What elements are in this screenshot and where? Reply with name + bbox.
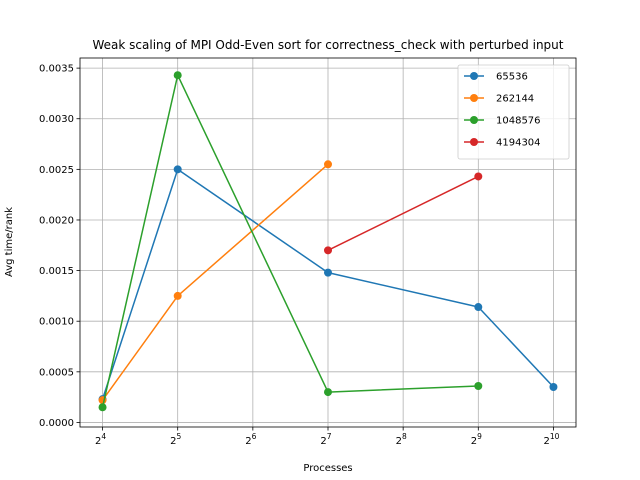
- data-point: [324, 160, 332, 169]
- series-4194304: [324, 172, 483, 255]
- series-262144: [98, 160, 332, 405]
- data-point: [474, 382, 483, 390]
- y-tick-label: 0.0030: [39, 114, 74, 125]
- x-tick-label: 29: [471, 432, 482, 447]
- legend-label: 4194304: [496, 138, 541, 149]
- x-tick-label: 27: [320, 432, 331, 447]
- legend-marker: [470, 138, 478, 146]
- y-tick-label: 0.0000: [39, 418, 74, 429]
- y-tick-label: 0.0025: [39, 165, 74, 176]
- data-point: [173, 165, 182, 174]
- y-tick-label: 0.0005: [39, 367, 74, 378]
- legend: 65536 262144 1048576 4194304: [457, 64, 570, 160]
- y-tick-label: 0.0035: [39, 64, 74, 75]
- y-axis-label: Avg time/rank: [4, 207, 15, 277]
- data-point: [98, 403, 107, 412]
- series-line: [101, 74, 479, 408]
- chart-title: Weak scaling of MPI Odd-Even sort for co…: [93, 38, 564, 52]
- plot-series: [98, 71, 558, 412]
- x-tick-label: 28: [396, 432, 407, 447]
- data-point: [324, 388, 332, 397]
- y-tick-label: 0.0020: [39, 215, 74, 226]
- x-tick-label: 24: [95, 432, 106, 447]
- y-tick-label: 0.0010: [39, 317, 74, 328]
- legend-marker: [470, 94, 478, 102]
- legend-label: 1048576: [496, 116, 541, 127]
- data-point: [173, 291, 182, 300]
- legend-box: [457, 64, 570, 160]
- x-tick-label: 210: [543, 432, 559, 447]
- legend-marker: [470, 116, 478, 124]
- legend-label: 262144: [496, 94, 534, 105]
- axes-ticks: 24 25 26 27 28 29 210 0.0000 0.0005 0.0010 0.0015 0…: [39, 64, 560, 447]
- legend-item: 4194304: [464, 138, 541, 149]
- legend-item: 1048576: [464, 116, 541, 127]
- data-point: [549, 383, 558, 392]
- x-tick-label: 26: [245, 432, 256, 447]
- x-axis-label: Processes: [303, 463, 352, 474]
- legend-item: 65536: [464, 72, 528, 83]
- x-tick-label: 25: [170, 432, 181, 447]
- legend-marker: [470, 72, 478, 80]
- legend-label: 65536: [496, 72, 528, 83]
- series-1048576: [98, 71, 483, 412]
- data-point: [474, 172, 483, 181]
- y-tick-label: 0.0015: [39, 266, 74, 277]
- data-point: [173, 71, 182, 80]
- series-line: [327, 175, 479, 252]
- data-point: [324, 268, 332, 277]
- legend-item: 262144: [464, 94, 534, 105]
- data-point: [324, 246, 332, 255]
- data-point: [474, 303, 483, 312]
